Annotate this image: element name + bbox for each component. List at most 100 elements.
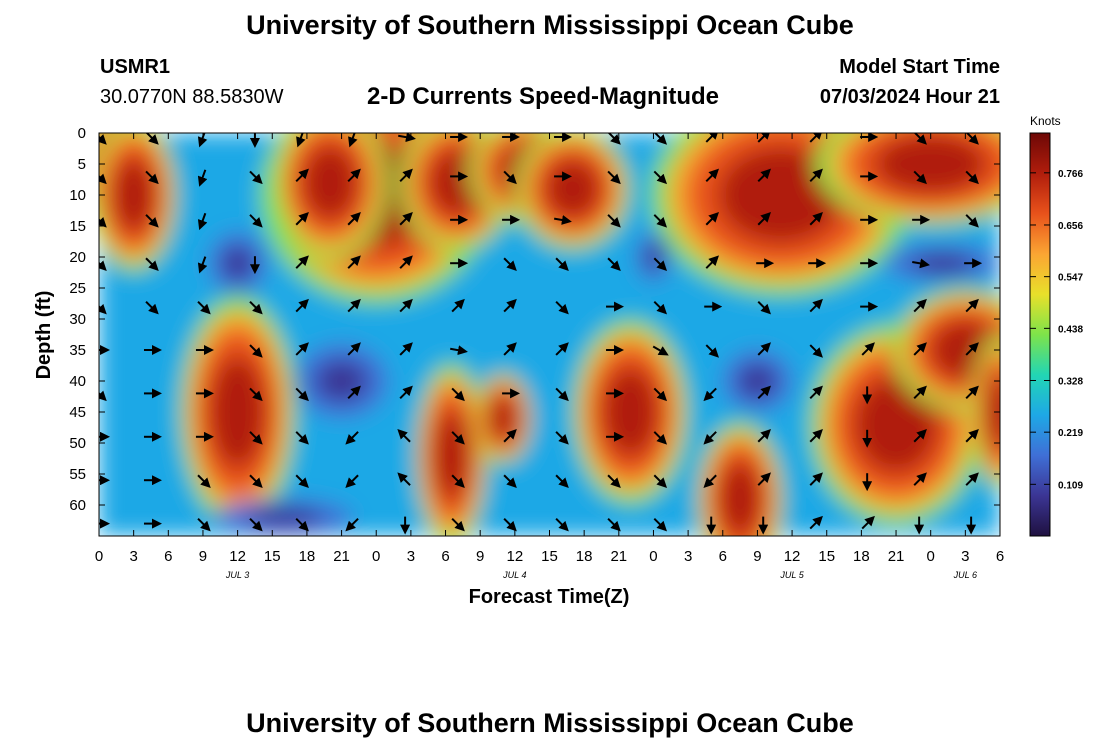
x-tick-label: 18 <box>853 548 870 565</box>
current-arrow <box>145 170 159 185</box>
current-arrow <box>451 431 465 445</box>
current-arrow <box>345 517 359 532</box>
current-arrow <box>503 517 517 532</box>
y-tick-label: 55 <box>69 466 86 483</box>
current-arrow <box>757 472 771 486</box>
current-arrow <box>397 472 411 486</box>
current-arrow <box>607 170 621 185</box>
current-arrow <box>757 429 771 443</box>
current-arrow <box>348 133 358 148</box>
x-tick-label: 9 <box>199 548 207 565</box>
current-arrow <box>913 170 927 185</box>
x-tick-label: 12 <box>507 548 524 565</box>
current-arrow <box>555 431 569 445</box>
x-tick-label: 0 <box>95 548 103 565</box>
current-arrow <box>653 300 668 315</box>
current-arrow <box>197 300 211 315</box>
colorbar-tick-label: 0.766 <box>1058 169 1083 180</box>
date-label: JUL 6 <box>953 570 977 580</box>
x-tick-label: 3 <box>684 548 692 565</box>
current-arrow <box>653 517 668 532</box>
date-label: JUL 3 <box>225 570 249 580</box>
current-arrow <box>451 387 465 402</box>
current-arrow <box>347 212 361 226</box>
x-tick-label: 6 <box>719 548 727 565</box>
current-arrow <box>503 170 517 185</box>
calm-spot-1-core <box>316 360 367 402</box>
current-arrow <box>607 474 621 488</box>
current-arrow <box>555 300 569 315</box>
footer-title: University of Southern Mississippi Ocean… <box>246 708 854 738</box>
x-tick-label: 21 <box>610 548 627 565</box>
current-arrow <box>705 133 719 143</box>
date-label: JUL 4 <box>502 570 526 580</box>
colorbar-tick-label: 0.547 <box>1058 273 1083 284</box>
current-arrow <box>965 385 979 400</box>
x-tick-label: 15 <box>541 548 558 565</box>
current-arrow <box>652 345 669 356</box>
current-arrow <box>295 168 309 183</box>
current-arrow <box>249 517 263 532</box>
y-tick-label: 15 <box>69 218 86 235</box>
current-arrow <box>397 429 411 443</box>
speed-blob-6-core <box>544 159 601 219</box>
x-tick-label: 3 <box>961 548 969 565</box>
current-arrow <box>295 342 309 356</box>
current-arrow <box>249 214 263 228</box>
current-arrow <box>451 298 465 313</box>
current-arrow <box>809 385 823 400</box>
current-arrow <box>399 342 413 356</box>
current-arrow <box>503 298 517 313</box>
current-arrow <box>345 474 359 488</box>
current-arrow <box>607 214 621 228</box>
current-arrow <box>347 342 361 356</box>
speed-blob-7-core <box>433 410 469 501</box>
speed-blob-10-core <box>718 146 843 244</box>
current-arrow <box>912 258 930 269</box>
current-arrow <box>99 260 107 271</box>
current-arrow <box>653 387 668 402</box>
calm-spot-4-core <box>910 252 975 274</box>
speed-blob-12-core <box>854 376 938 473</box>
current-arrow <box>295 387 309 402</box>
current-arrow <box>295 212 309 226</box>
current-arrow <box>757 385 771 400</box>
current-arrow <box>705 212 719 226</box>
current-arrow <box>347 385 361 400</box>
current-arrow <box>145 133 159 145</box>
x-tick-label: 6 <box>441 548 449 565</box>
calm-spot-3-core <box>738 363 777 399</box>
x-tick-label: 18 <box>576 548 593 565</box>
current-arrow <box>965 342 979 356</box>
current-arrow <box>197 517 211 532</box>
current-arrow <box>249 170 263 185</box>
y-tick-label: 5 <box>78 156 86 173</box>
current-arrow <box>450 345 468 356</box>
current-arrow <box>249 344 263 358</box>
current-arrow <box>399 212 413 226</box>
current-arrow <box>249 474 263 488</box>
current-arrow <box>809 212 823 226</box>
date-label: JUL 5 <box>779 570 804 580</box>
current-arrow <box>607 257 621 271</box>
current-arrow <box>555 257 569 271</box>
current-arrow <box>451 474 465 488</box>
current-arrow <box>913 298 927 313</box>
current-arrow <box>451 517 465 532</box>
current-arrow <box>99 390 107 402</box>
current-arrow <box>607 517 621 532</box>
current-arrow <box>861 342 875 356</box>
x-tick-label: 0 <box>649 548 657 565</box>
current-arrow <box>99 303 107 315</box>
speed-blob-16-core <box>302 145 358 220</box>
current-arrow <box>705 255 719 269</box>
current-arrow <box>861 515 875 530</box>
currents-chart: 0 3 6 9 12 15 18 21 0 3 6 9 12 15 18 21 0 3 6 9 12 15 18 21 0 3 60… <box>33 114 1083 608</box>
colorbar-label: Knots <box>1030 114 1061 128</box>
colorbar-scale <box>1029 132 1051 537</box>
current-arrow <box>295 298 309 313</box>
current-arrow <box>809 298 823 313</box>
current-arrow <box>965 214 979 228</box>
current-arrow <box>503 429 517 443</box>
colorbar-tick-label: 0.109 <box>1058 480 1083 491</box>
